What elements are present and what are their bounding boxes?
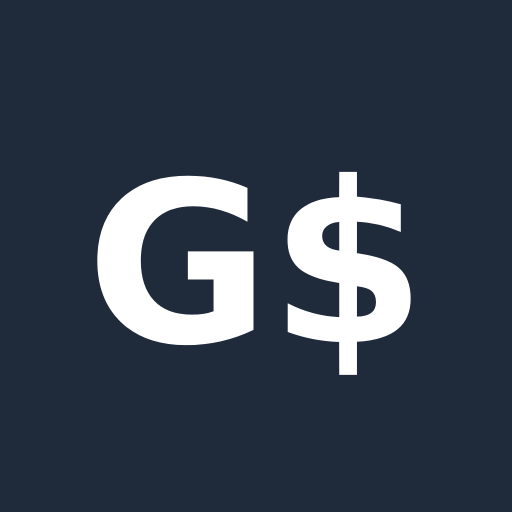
logo-text: G$ [86, 134, 426, 395]
